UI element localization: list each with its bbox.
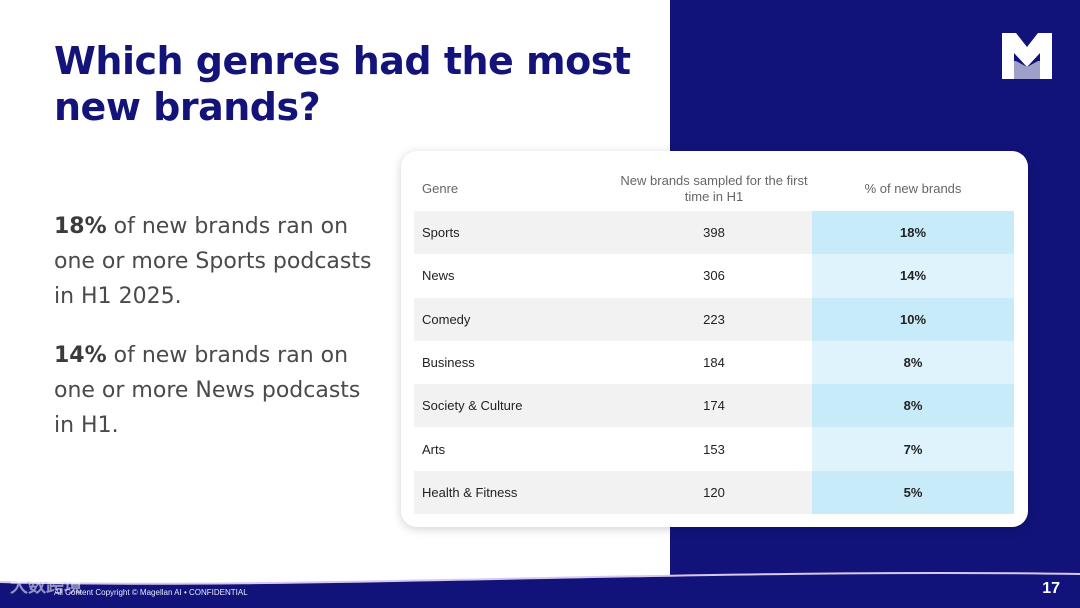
news-stat-highlight: 14% (54, 343, 107, 368)
pct-cell: 18% (812, 211, 1014, 255)
pct-cell: 5% (812, 470, 1014, 515)
sports-stat-text: of new brands ran on one or more Sports … (54, 214, 372, 309)
page-number: 17 (1042, 580, 1060, 597)
genre-cell: Sports (422, 225, 460, 241)
watermark-logo: 大数跨境 (10, 576, 82, 597)
genre-cell: Health & Fitness (422, 484, 518, 500)
new-brands-cell: 398 (703, 225, 725, 241)
pct-cell: 10% (812, 297, 1014, 341)
table-row: Sports 398 18% (414, 211, 1014, 255)
pct-cell: 8% (812, 384, 1014, 428)
footer-wave-band (0, 571, 1080, 608)
sports-stat-highlight: 18% (54, 214, 107, 239)
table-row: Health & Fitness 120 5% (414, 470, 1014, 515)
new-brands-cell: 153 (703, 441, 725, 457)
genre-table-card: Genre New brands sampled for the first t… (401, 151, 1028, 527)
genre-cell: Comedy (422, 311, 471, 327)
header-new-brands: New brands sampled for the first time in… (620, 173, 808, 204)
sports-stat-paragraph: 18% of new brands ran on one or more Spo… (54, 209, 374, 314)
new-brands-cell: 174 (703, 398, 725, 414)
news-stat-text: of new brands ran on one or more News po… (54, 343, 361, 438)
table-row: Comedy 223 10% (414, 297, 1014, 341)
new-brands-cell: 120 (703, 484, 725, 500)
table-body: Sports 398 18% News 306 14% Comedy 223 1… (414, 211, 1014, 515)
table-row: Arts 153 7% (414, 427, 1014, 471)
table-row: Business 184 8% (414, 340, 1014, 385)
genre-cell: Society & Culture (422, 398, 523, 414)
header-genre: Genre (422, 181, 459, 196)
pct-cell: 7% (812, 427, 1014, 471)
table-row: Society & Culture 174 8% (414, 384, 1014, 428)
header-pct-new-brands: % of new brands (864, 181, 962, 196)
news-stat-paragraph: 14% of new brands ran on one or more New… (54, 338, 374, 443)
footer-copyright: All Content Copyright © Magellan AI • CO… (54, 588, 248, 597)
pct-cell: 8% (812, 340, 1014, 385)
table-row: News 306 14% (414, 254, 1014, 298)
genre-cell: News (422, 268, 455, 284)
magellan-m-logo (1002, 33, 1052, 79)
new-brands-cell: 184 (703, 355, 725, 371)
slide-title: Which genres had the most new brands? (54, 39, 631, 129)
pct-cell: 14% (812, 254, 1014, 298)
table-header: Genre New brands sampled for the first t… (414, 167, 1014, 211)
genre-cell: Business (422, 355, 475, 371)
genre-cell: Arts (422, 441, 446, 457)
new-brands-cell: 306 (703, 268, 725, 284)
new-brands-cell: 223 (703, 311, 725, 327)
